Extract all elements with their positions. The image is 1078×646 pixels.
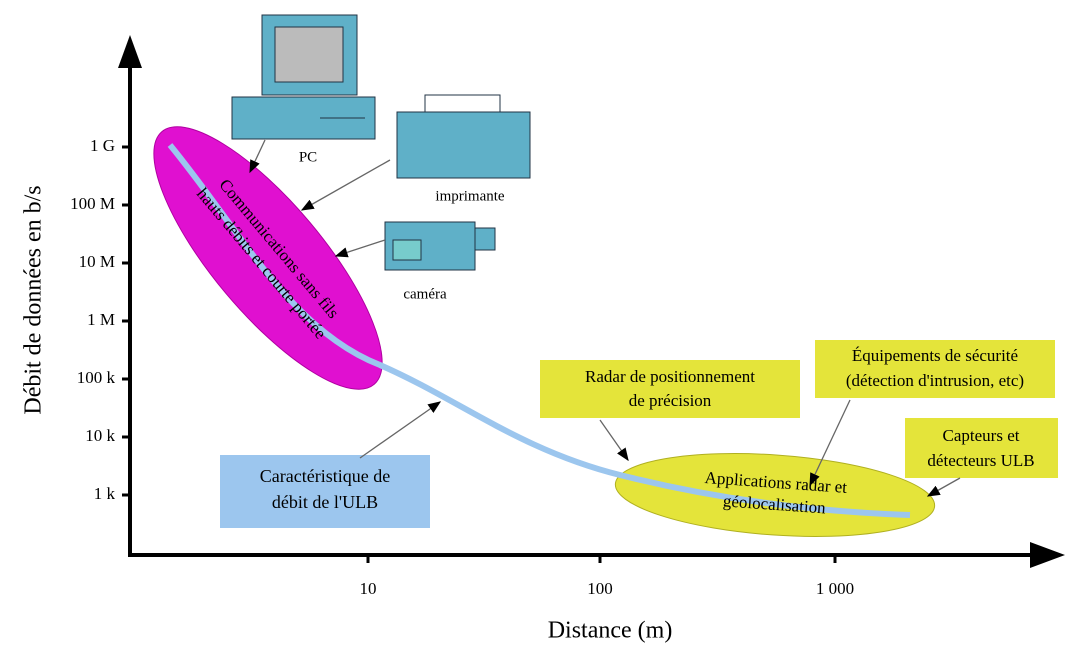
- y-tick-label: 10 M: [79, 252, 115, 271]
- arrow: [300, 159, 391, 211]
- x-arrow: [1030, 542, 1065, 568]
- curve-callout: [220, 455, 430, 528]
- sensors-callout: [905, 418, 1058, 478]
- callout-text: Capteurs et: [943, 426, 1020, 445]
- ulb-curve: [167, 143, 911, 518]
- callout-text: (détection d'intrusion, etc): [846, 371, 1024, 390]
- camera-icon: [384, 221, 496, 271]
- arrow: [334, 239, 386, 258]
- arrow: [926, 477, 961, 497]
- security-callout: [815, 340, 1055, 398]
- arrow: [249, 139, 266, 174]
- y-tick-label: 1 G: [90, 136, 115, 155]
- callout-text: Radar de positionnement: [585, 367, 755, 386]
- y-tick-label: 10 k: [85, 426, 115, 445]
- device-label: PC: [299, 149, 317, 165]
- y-tick-label: 1 k: [94, 484, 116, 503]
- x-tick-label: 100: [587, 579, 613, 598]
- pc-icon: [231, 14, 376, 140]
- y-tick-label: 1 M: [87, 310, 115, 329]
- y-tick-label: 100 M: [70, 194, 115, 213]
- x-tick-label: 10: [360, 579, 377, 598]
- x-tick-label: 1 000: [816, 579, 854, 598]
- printer-icon: [396, 94, 531, 179]
- device-label: imprimante: [435, 188, 504, 204]
- arrow: [359, 401, 442, 459]
- callout-text: Caractéristique de: [260, 466, 390, 486]
- y-tick-label: 100 k: [77, 368, 116, 387]
- callout-text: détecteurs ULB: [927, 451, 1034, 470]
- positioning-callout: [540, 360, 800, 418]
- device-label: caméra: [403, 286, 447, 302]
- callout-text: débit de l'ULB: [272, 492, 378, 512]
- y-arrow: [118, 35, 142, 68]
- arrow: [809, 399, 851, 487]
- x-axis-title: Distance (m): [548, 618, 673, 644]
- arrow: [599, 419, 629, 462]
- callout-text: de précision: [629, 391, 712, 410]
- wireless-zone: [153, 126, 383, 390]
- callout-text: Équipements de sécurité: [852, 346, 1018, 365]
- radar-zone: [614, 453, 936, 537]
- y-axis-title: Débit de données en b/s: [21, 185, 47, 414]
